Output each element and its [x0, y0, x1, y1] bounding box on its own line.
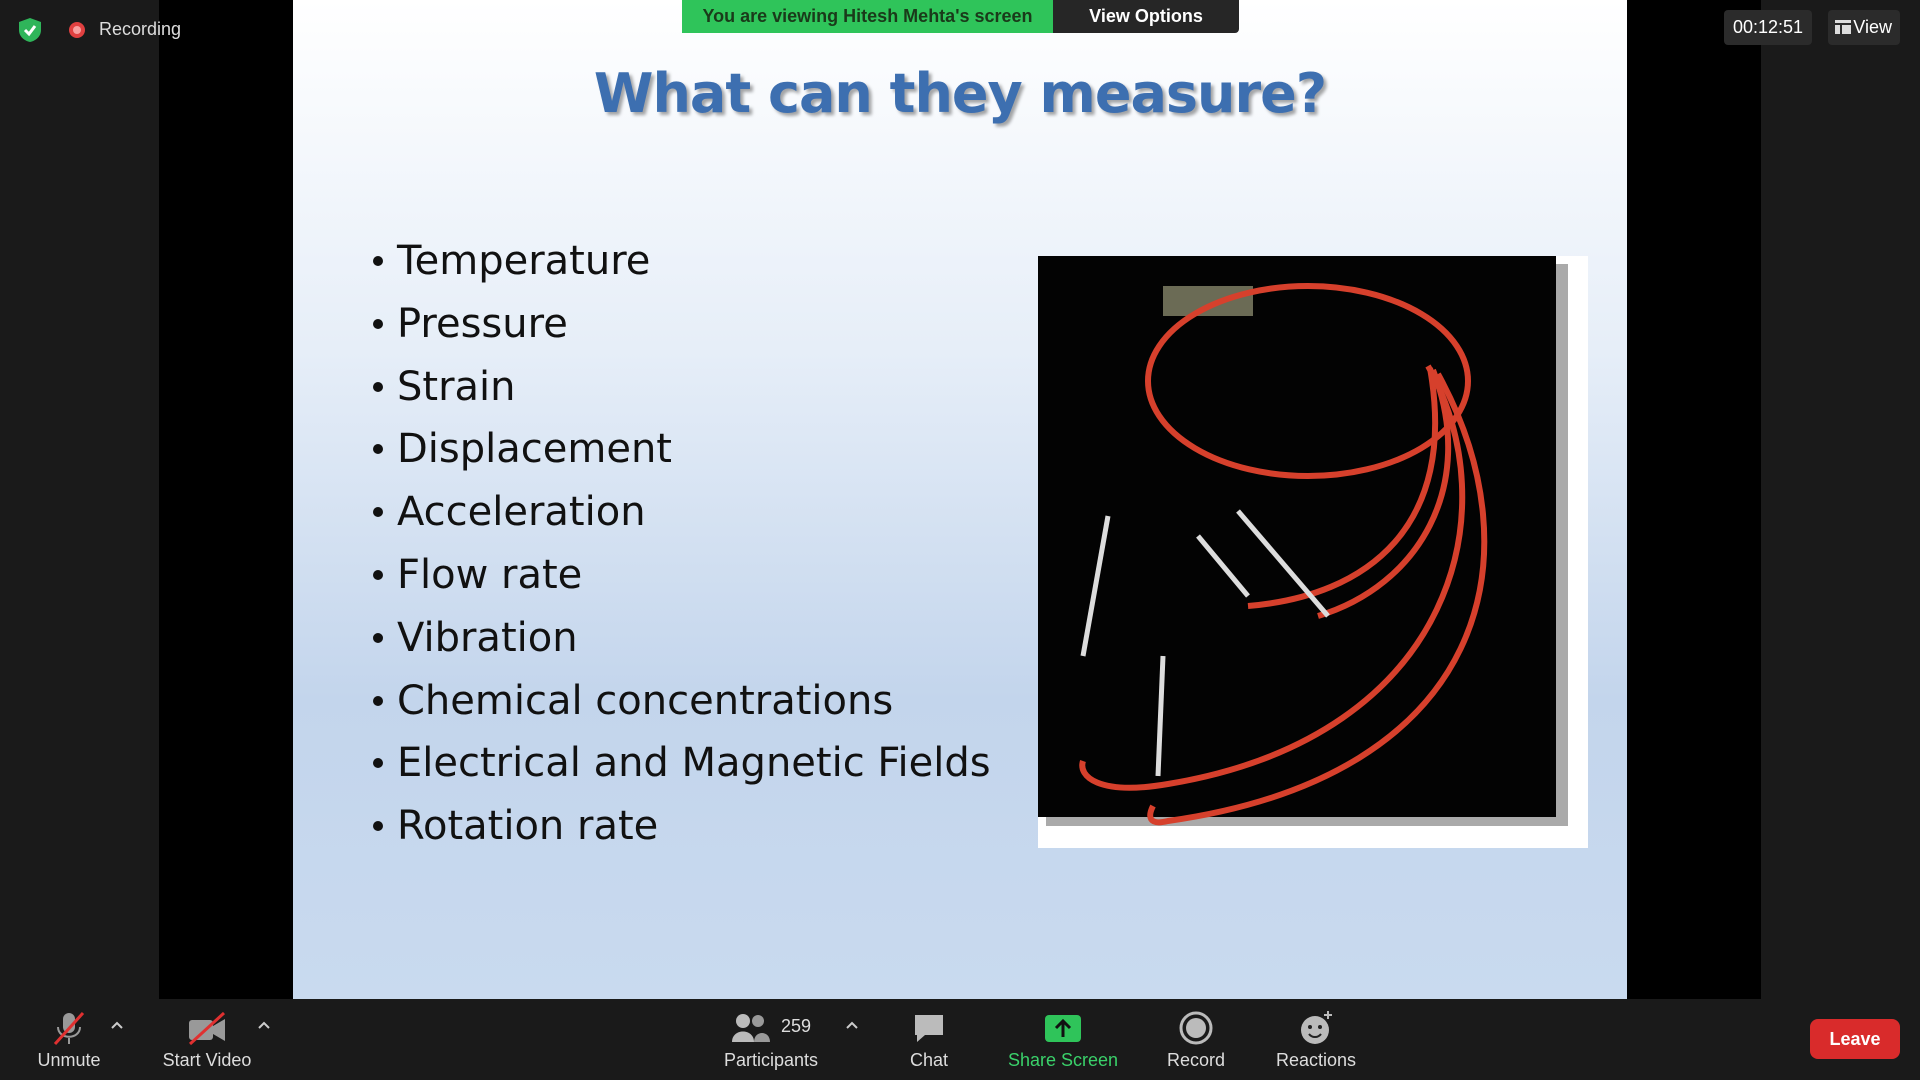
participants-caret[interactable] [845, 1020, 859, 1030]
bullet-dot [373, 256, 383, 266]
bullet-dot [373, 507, 383, 518]
bullet-item: Vibration [373, 615, 578, 661]
video-caret[interactable] [257, 1020, 271, 1030]
bullet-dot [373, 695, 383, 706]
chat-button[interactable]: Chat [854, 1000, 1004, 1080]
bullet-text: Electrical and Magnetic Fields [397, 740, 991, 787]
participants-button[interactable]: 259 Participants [696, 1000, 846, 1080]
label: Start Video [162, 1050, 252, 1070]
bullet-text: Displacement [397, 426, 672, 473]
viewing-banner: You are viewing Hitesh Mehta's screen [682, 0, 1053, 33]
audio-caret[interactable] [110, 1020, 124, 1030]
bullet-text: Temperature [397, 238, 651, 284]
bullet-item: Flow rate [373, 552, 582, 598]
label: Participants [723, 1050, 819, 1070]
bullet-item: Strain [373, 364, 516, 410]
security-icon[interactable] [18, 17, 42, 43]
recording-dot [69, 22, 85, 38]
bullet-text: Rotation rate [397, 803, 659, 850]
bullet-item: Rotation rate [373, 803, 658, 849]
bullet-item: Temperature [373, 238, 650, 284]
label: Record [1166, 1050, 1226, 1070]
label: Chat [909, 1050, 949, 1070]
recording-label[interactable]: Recording [99, 19, 182, 39]
bullet-text: Pressure [397, 300, 568, 347]
label: Reactions [1275, 1050, 1357, 1070]
bullet-text: Acceleration [397, 489, 646, 536]
timer: 00:12:51 [1724, 10, 1812, 45]
bullet-text: Vibration [397, 614, 578, 661]
slide-title: What can they measure? [593, 62, 1327, 125]
bullet-dot [373, 632, 383, 643]
bullet-item: Chemical concentrations [373, 678, 893, 724]
leave-button[interactable]: Leave [1810, 1019, 1900, 1059]
bullet-item: Acceleration [373, 489, 646, 535]
participant-count: 259 [781, 1016, 811, 1036]
record-button[interactable]: Record [1121, 1000, 1271, 1080]
bullet-text: Chemical concentrations [397, 677, 894, 724]
view-icon [1835, 20, 1851, 34]
bullet-item: Electrical and Magnetic Fields [373, 740, 991, 786]
bullet-text: Strain [397, 363, 516, 410]
bullet-item: Pressure [373, 301, 568, 347]
share-screen-button[interactable]: Share Screen [988, 1000, 1138, 1080]
bullet-dot [373, 381, 383, 392]
label: Share Screen [1007, 1050, 1119, 1070]
start-video-button[interactable]: Start Video [132, 1000, 282, 1080]
sensor-image [1038, 256, 1588, 848]
view-options[interactable]: View Options [1053, 0, 1239, 33]
shared-slide: What can they measure? Temperature Pressu… [293, 0, 1627, 999]
reactions-button[interactable]: Reactions [1241, 1000, 1391, 1080]
bullet-dot [373, 758, 383, 769]
view-button[interactable]: View [1828, 10, 1900, 45]
bullet-dot [373, 318, 383, 329]
bullet-dot [373, 821, 383, 832]
bullet-dot [373, 570, 383, 580]
bullet-item: Displacement [373, 426, 672, 472]
unmute-button[interactable]: Unmute [0, 1000, 144, 1080]
bullet-text: Flow rate [397, 552, 583, 598]
bullet-dot [373, 444, 383, 455]
label: Unmute [37, 1050, 101, 1070]
